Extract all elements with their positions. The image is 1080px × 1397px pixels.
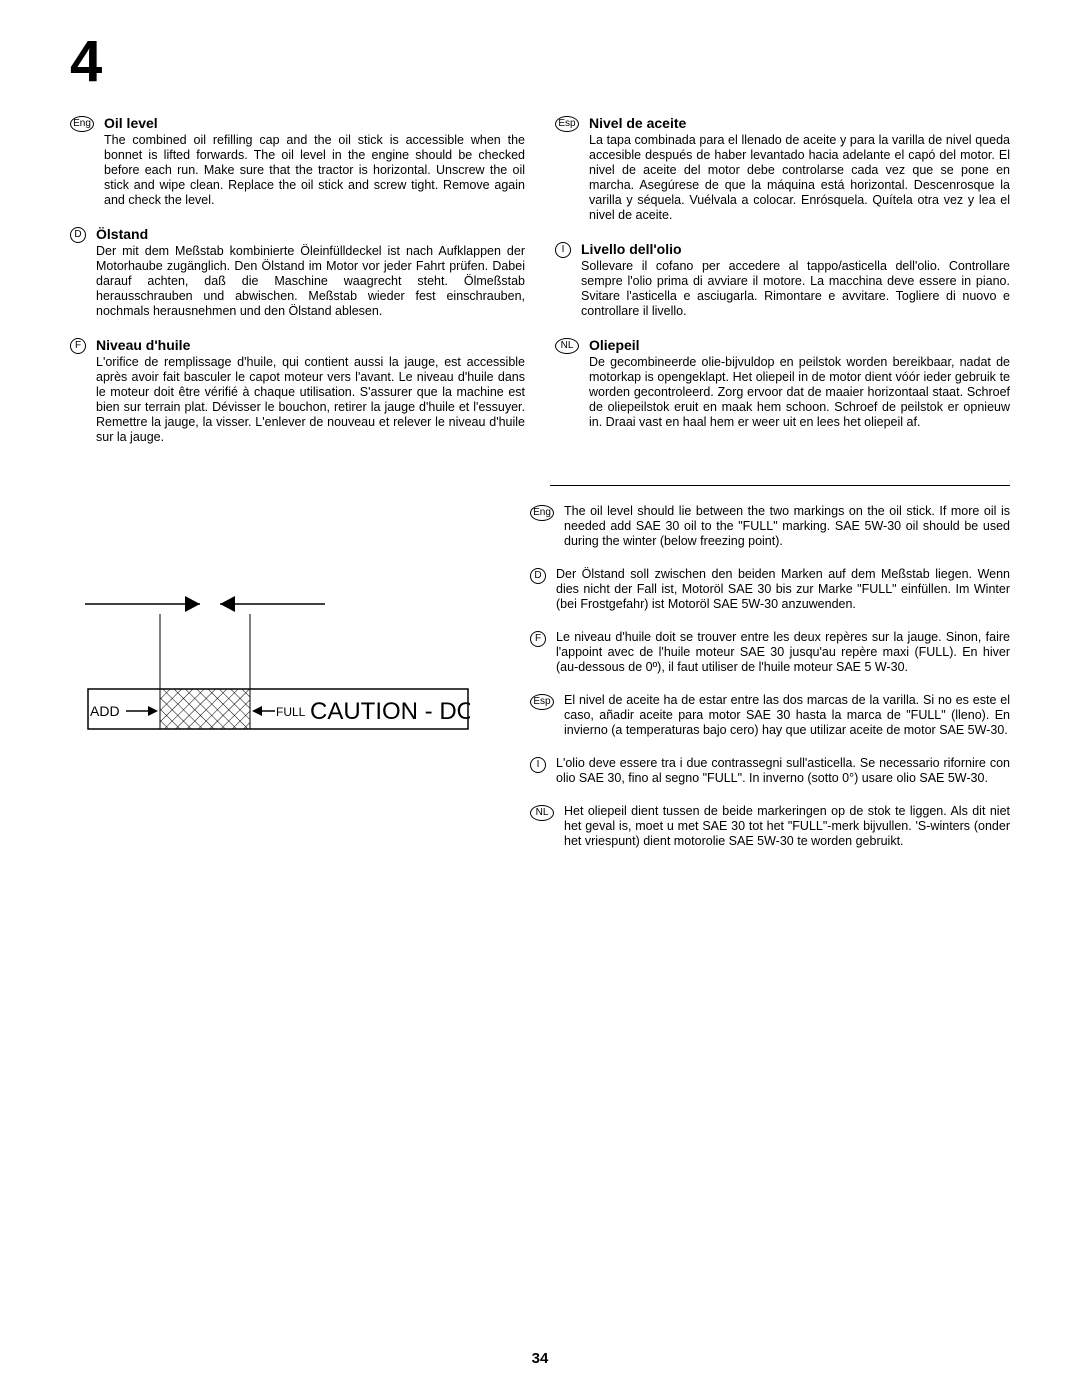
lang-badge-eng: Eng (70, 116, 94, 132)
top-columns: Eng Oil level The combined oil refilling c… (70, 115, 1010, 463)
section-heading: Niveau d'huile (96, 337, 525, 353)
section-heading: Livello dell'olio (581, 241, 1010, 257)
section-d: D Ölstand Der mit dem Meßstab kombinierte … (70, 226, 525, 319)
note-text: Het oliepeil dient tussen de beide marke… (564, 804, 1010, 849)
section-text: L'orifice de remplissage d'huile, qui co… (96, 355, 525, 445)
note-eng: Eng The oil level should lie between the … (530, 504, 1010, 549)
section-eng: Eng Oil level The combined oil refilling c… (70, 115, 525, 208)
section-text: The combined oil refilling cap and the o… (104, 133, 525, 208)
lang-badge-nl: NL (530, 805, 554, 821)
section-i: I Livello dell'olio Sollevare il cofano pe… (555, 241, 1010, 319)
section-heading: Nivel de aceite (589, 115, 1010, 131)
lang-badge-i: I (555, 242, 571, 258)
lang-badge-d: D (530, 568, 546, 584)
section-heading: Ölstand (96, 226, 525, 242)
section-heading: Oliepeil (589, 337, 1010, 353)
lang-badge-esp: Esp (555, 116, 579, 132)
lang-badge-f: F (70, 338, 86, 354)
section-heading: Oil level (104, 115, 525, 131)
notes-column: Eng The oil level should lie between the … (530, 504, 1010, 867)
lang-badge-i: I (530, 757, 546, 773)
note-text: Le niveau d'huile doit se trouver entre … (556, 630, 1010, 675)
note-nl: NL Het oliepeil dient tussen de beide mar… (530, 804, 1010, 849)
lower-region: ADD FULL CAUTION - DO Eng The oil level s… (70, 504, 1010, 867)
page-number: 34 (0, 1350, 1080, 1367)
dipstick-diagram-svg: ADD FULL CAUTION - DO (70, 574, 470, 774)
chapter-number: 4 (70, 28, 102, 95)
section-divider (550, 485, 1010, 486)
lang-badge-d: D (70, 227, 86, 243)
section-esp: Esp Nivel de aceite La tapa combinada para… (555, 115, 1010, 223)
note-text: Der Ölstand soll zwischen den beiden Mar… (556, 567, 1010, 612)
note-text: El nivel de aceite ha de estar entre las… (564, 693, 1010, 738)
right-column: Esp Nivel de aceite La tapa combinada para… (555, 115, 1010, 463)
lang-badge-f: F (530, 631, 546, 647)
left-column: Eng Oil level The combined oil refilling c… (70, 115, 525, 463)
diagram-caution-text: CAUTION - DO (310, 698, 470, 725)
section-nl: NL Oliepeil De gecombineerde olie-bijvuldo… (555, 337, 1010, 430)
diagram-add-label: ADD (90, 703, 120, 719)
section-text: Sollevare il cofano per accedere al tapp… (581, 259, 1010, 319)
oil-level-diagram: ADD FULL CAUTION - DO (70, 504, 470, 867)
section-text: Der mit dem Meßstab kombinierte Öleinfül… (96, 244, 525, 319)
note-f: F Le niveau d'huile doit se trouver entre… (530, 630, 1010, 675)
section-text: De gecombineerde olie-bijvuldop en peils… (589, 355, 1010, 430)
note-esp: Esp El nivel de aceite ha de estar entre … (530, 693, 1010, 738)
section-f: F Niveau d'huile L'orifice de remplissage … (70, 337, 525, 445)
lang-badge-eng: Eng (530, 505, 554, 521)
note-text: L'olio deve essere tra i due contrassegn… (556, 756, 1010, 786)
section-text: La tapa combinada para el llenado de ace… (589, 133, 1010, 223)
note-d: D Der Ölstand soll zwischen den beiden Ma… (530, 567, 1010, 612)
lang-badge-esp: Esp (530, 694, 554, 710)
note-i: I L'olio deve essere tra i due contrasseg… (530, 756, 1010, 786)
diagram-full-label: FULL (276, 705, 306, 719)
lang-badge-nl: NL (555, 338, 579, 354)
note-text: The oil level should lie between the two… (564, 504, 1010, 549)
